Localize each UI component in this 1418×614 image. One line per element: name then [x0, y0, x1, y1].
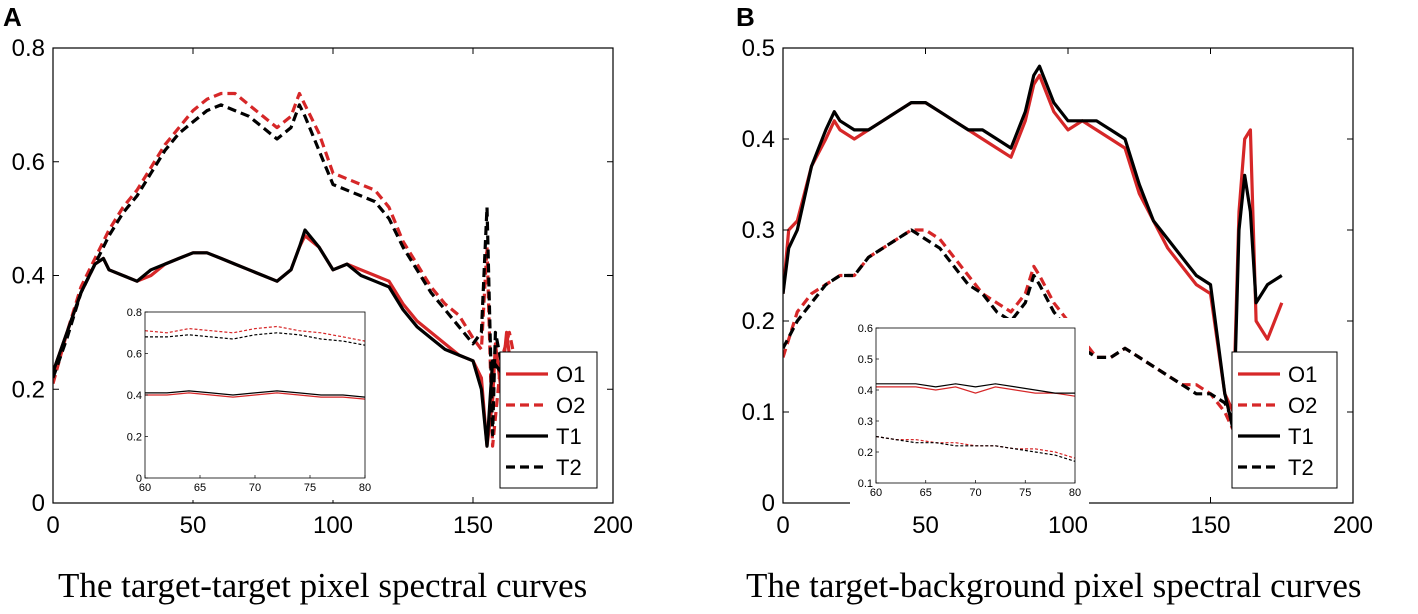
inset-y-tick-label: 0.4 [858, 385, 873, 397]
inset-x-tick-label: 70 [249, 482, 261, 494]
x-tick-label: 200 [1333, 512, 1373, 539]
series-line-t1 [783, 64, 1283, 432]
inset-y-tick-label: 0.2 [127, 432, 142, 444]
x-tick-label: 50 [912, 512, 939, 539]
inset-y-tick-label: 0.8 [127, 307, 142, 319]
inset-chart: 60 65 70 75 80 0.1 0.2 0.3 0.4 0.5 0.6 [850, 318, 1089, 505]
inset-series-line-t1 [145, 390, 366, 398]
caption-b: The target-background pixel spectral cur… [746, 566, 1362, 605]
y-tick-label: 0.2 [12, 376, 45, 403]
x-tick-label: 150 [1190, 512, 1230, 539]
y-tick-label: 0.6 [12, 149, 45, 176]
legend-label-t2: T2 [1288, 455, 1314, 480]
x-tick-label: 100 [313, 512, 353, 539]
y-tick-label: 0.8 [12, 35, 45, 62]
inset-series-line-t2 [875, 435, 1076, 462]
inset-y-tick-label: 0 [136, 473, 142, 485]
inset-series-line-t1 [876, 383, 1075, 394]
x-tick-label: 150 [453, 512, 493, 539]
inset-y-tick-label: 0.2 [858, 447, 873, 459]
series-line-o2 [53, 91, 517, 448]
x-tick-label: 0 [46, 512, 59, 539]
series-line-t2 [783, 228, 1241, 423]
legend-label-o1: O1 [1288, 362, 1317, 387]
y-tick-label: 0.4 [742, 126, 775, 153]
y-tick-label: 0.1 [742, 399, 775, 426]
inset-background [119, 302, 379, 500]
x-tick-label: 200 [593, 512, 633, 539]
inset-x-tick-label: 65 [194, 482, 206, 494]
inset-series-line-o2 [144, 325, 366, 342]
legend-label-t1: T1 [556, 424, 582, 449]
inset-y-tick-label: 0.5 [858, 354, 873, 366]
panel-b: 0 50 100 150 200 0 0.1 0.2 0.3 0.4 0.5 60 65 70 75 80 0.… [742, 35, 1373, 539]
inset-background [850, 318, 1089, 505]
legend-label-o2: O2 [1288, 393, 1317, 418]
legend-label-o2: O2 [556, 393, 585, 418]
panel-a-letter: A [3, 2, 22, 32]
inset-y-tick-label: 0.4 [127, 390, 142, 402]
inset-x-tick-label: 75 [1019, 487, 1031, 499]
y-tick-label: 0 [32, 490, 45, 517]
x-tick-label: 100 [1048, 512, 1088, 539]
panel-a: 0 50 100 150 200 0 0.2 0.4 0.6 0.8 60 65 70 75 80 0 0.2 0… [12, 35, 633, 539]
panel-b-letter: B [736, 2, 755, 32]
series-line-t1 [53, 228, 503, 448]
inset-x-tick-label: 60 [139, 482, 151, 494]
inset-y-tick-label: 0.3 [858, 416, 873, 428]
y-tick-label: 0 [762, 490, 775, 517]
inset-chart: 60 65 70 75 80 0 0.2 0.4 0.6 0.8 [119, 302, 379, 500]
inset-y-tick-label: 0.1 [858, 478, 873, 490]
y-tick-label: 0.2 [742, 308, 775, 335]
series-group [53, 91, 517, 448]
inset-x-tick-label: 70 [969, 487, 981, 499]
inset-x-tick-label: 65 [920, 487, 932, 499]
inset-series-line-o1 [145, 392, 366, 400]
y-tick-label: 0.5 [742, 35, 775, 62]
inset-x-tick-label: 80 [359, 482, 371, 494]
inset-x-tick-label: 80 [1069, 487, 1081, 499]
inset-x-tick-label: 60 [870, 487, 882, 499]
series-line-t2 [53, 103, 503, 437]
inset-series-line-o1 [876, 386, 1076, 397]
legend: O1 O2 T1 T2 [1231, 351, 1338, 489]
inset-x-tick-label: 75 [304, 482, 316, 494]
x-tick-label: 0 [776, 512, 789, 539]
legend: O1 O2 T1 T2 [499, 351, 598, 489]
x-tick-label: 50 [180, 512, 207, 539]
inset-series-line-t2 [145, 332, 366, 346]
legend-label-o1: O1 [556, 362, 585, 387]
legend-label-t1: T1 [1288, 424, 1314, 449]
legend-label-t2: T2 [556, 455, 582, 480]
inset-y-tick-label: 0.6 [858, 323, 873, 335]
series-group [783, 64, 1284, 432]
caption-a: The target-target pixel spectral curves [58, 566, 588, 605]
inset-y-tick-label: 0.6 [127, 349, 142, 361]
y-tick-label: 0.3 [742, 217, 775, 244]
y-tick-label: 0.4 [12, 263, 45, 290]
